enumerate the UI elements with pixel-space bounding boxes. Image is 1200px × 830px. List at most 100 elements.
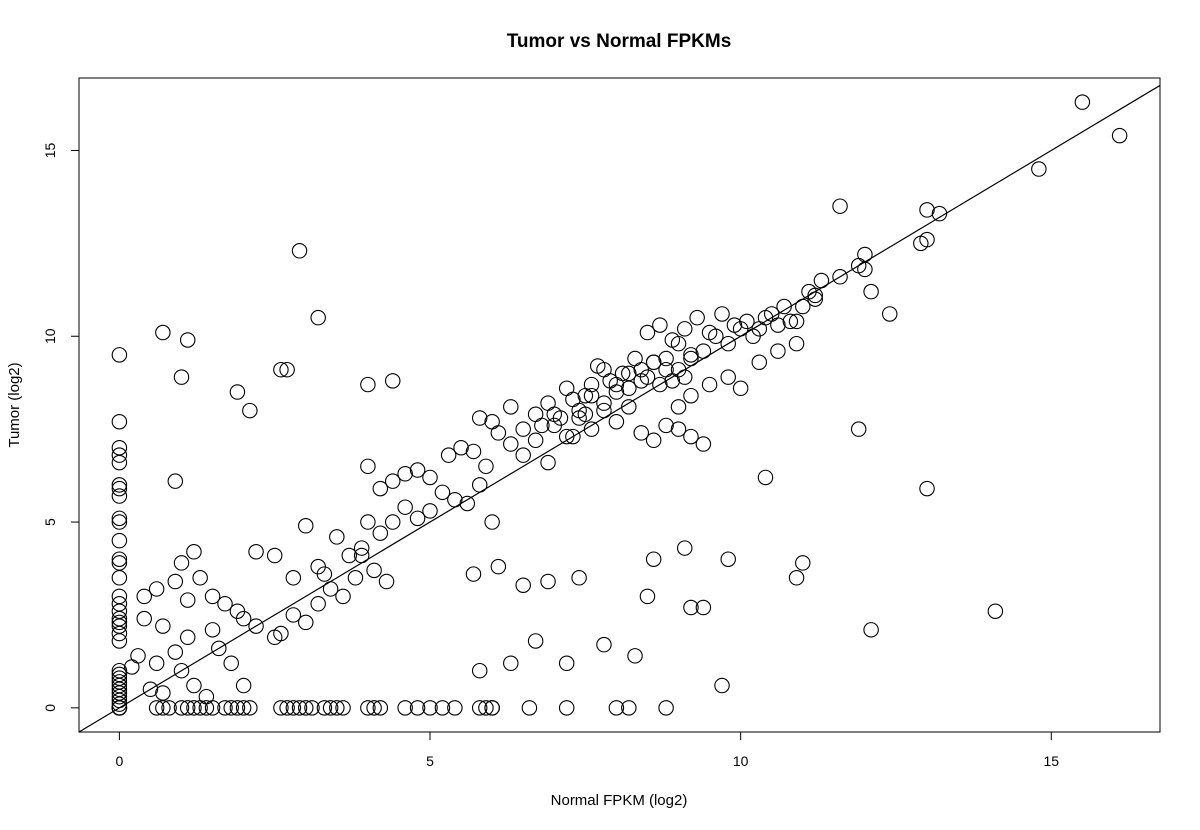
data-point bbox=[111, 488, 128, 504]
data-point bbox=[235, 677, 252, 694]
data-point bbox=[179, 629, 196, 645]
data-point bbox=[763, 306, 780, 322]
data-point bbox=[111, 692, 128, 709]
data-point bbox=[155, 324, 171, 341]
data-point bbox=[422, 503, 438, 519]
x-tick-label: 15 bbox=[1043, 753, 1059, 769]
data-point bbox=[285, 607, 302, 623]
data-point bbox=[788, 570, 805, 586]
data-point bbox=[111, 551, 128, 567]
data-point bbox=[111, 454, 128, 471]
data-point bbox=[298, 518, 314, 534]
data-point bbox=[558, 700, 575, 716]
data-point bbox=[583, 376, 600, 393]
data-point bbox=[726, 317, 743, 333]
data-point bbox=[683, 428, 699, 445]
data-point bbox=[273, 361, 289, 378]
data-point bbox=[471, 410, 488, 426]
data-point bbox=[652, 317, 668, 333]
data-point bbox=[471, 662, 488, 679]
data-point bbox=[111, 447, 128, 463]
data-point bbox=[540, 395, 556, 411]
data-point bbox=[621, 700, 637, 716]
data-point bbox=[608, 413, 625, 430]
data-point bbox=[173, 555, 190, 571]
data-point bbox=[248, 544, 264, 560]
data-point bbox=[695, 436, 712, 452]
data-point bbox=[291, 700, 308, 716]
data-point bbox=[503, 399, 519, 415]
data-point bbox=[198, 688, 215, 705]
data-point bbox=[484, 514, 500, 530]
data-point bbox=[471, 477, 488, 493]
data-point bbox=[372, 525, 389, 541]
data-point bbox=[857, 261, 873, 278]
data-point bbox=[465, 566, 482, 582]
data-point bbox=[558, 655, 575, 672]
data-point bbox=[397, 499, 413, 515]
data-point bbox=[608, 700, 625, 716]
data-point bbox=[111, 347, 128, 363]
data-point bbox=[111, 570, 128, 586]
data-point bbox=[658, 417, 674, 434]
data-point bbox=[304, 700, 320, 716]
data-point bbox=[546, 417, 563, 434]
data-point bbox=[614, 365, 631, 382]
data-point bbox=[633, 373, 649, 389]
data-point bbox=[527, 633, 544, 649]
data-point bbox=[440, 447, 457, 463]
data-point bbox=[111, 532, 128, 549]
data-point bbox=[689, 309, 705, 326]
data-point bbox=[179, 700, 196, 716]
y-tick-label: 0 bbox=[42, 704, 58, 712]
data-point bbox=[739, 313, 755, 330]
data-point bbox=[546, 406, 563, 423]
data-point bbox=[111, 614, 128, 631]
data-point bbox=[397, 700, 413, 716]
data-point bbox=[378, 573, 395, 590]
data-point bbox=[372, 700, 389, 716]
data-point bbox=[291, 243, 308, 259]
data-point bbox=[148, 581, 165, 597]
data-point bbox=[515, 577, 531, 593]
data-point bbox=[161, 700, 177, 716]
data-point bbox=[434, 700, 451, 716]
data-point bbox=[422, 469, 438, 486]
data-point bbox=[248, 618, 264, 634]
data-point bbox=[478, 700, 494, 716]
axes: 0 5 10 15 0 5 10 15 bbox=[42, 142, 1059, 769]
data-point bbox=[807, 287, 823, 304]
data-point bbox=[695, 343, 712, 359]
data-point bbox=[670, 421, 687, 437]
data-point bbox=[111, 477, 128, 493]
data-point bbox=[322, 581, 339, 597]
data-point bbox=[136, 588, 152, 605]
data-point bbox=[471, 700, 488, 716]
data-point bbox=[757, 469, 774, 486]
data-point bbox=[384, 473, 401, 489]
x-tick-label: 5 bbox=[426, 753, 434, 769]
data-point bbox=[683, 347, 699, 363]
data-point bbox=[335, 700, 351, 716]
data-point bbox=[447, 492, 463, 508]
data-point bbox=[111, 510, 128, 527]
data-point bbox=[850, 421, 867, 437]
data-point bbox=[111, 480, 128, 497]
data-point bbox=[173, 369, 190, 385]
data-point bbox=[322, 700, 339, 716]
data-point bbox=[316, 700, 333, 716]
data-point bbox=[534, 417, 550, 434]
data-point bbox=[360, 376, 376, 393]
data-point bbox=[111, 688, 128, 705]
data-point bbox=[670, 399, 687, 415]
data-point bbox=[795, 555, 811, 571]
data-point bbox=[298, 614, 314, 631]
data-point bbox=[173, 662, 190, 679]
plot-frame bbox=[78, 77, 1161, 733]
data-point bbox=[627, 648, 643, 664]
data-point bbox=[310, 596, 326, 612]
identity-line bbox=[78, 84, 1161, 733]
data-point bbox=[273, 700, 289, 716]
data-point bbox=[409, 462, 426, 478]
data-point bbox=[732, 380, 749, 397]
